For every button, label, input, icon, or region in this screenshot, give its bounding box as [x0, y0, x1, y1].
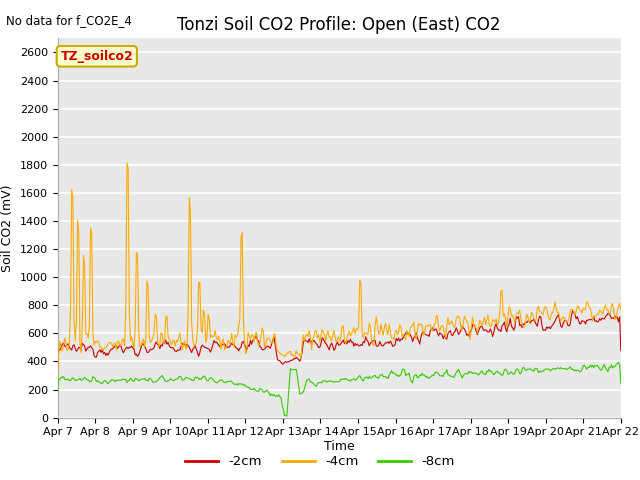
Text: No data for f_CO2E_4: No data for f_CO2E_4	[6, 14, 132, 27]
Text: TZ_soilco2: TZ_soilco2	[60, 50, 133, 63]
X-axis label: Time: Time	[324, 440, 355, 453]
Title: Tonzi Soil CO2 Profile: Open (East) CO2: Tonzi Soil CO2 Profile: Open (East) CO2	[177, 16, 501, 34]
Y-axis label: Soil CO2 (mV): Soil CO2 (mV)	[1, 184, 14, 272]
Legend: -2cm, -4cm, -8cm: -2cm, -4cm, -8cm	[179, 450, 461, 473]
